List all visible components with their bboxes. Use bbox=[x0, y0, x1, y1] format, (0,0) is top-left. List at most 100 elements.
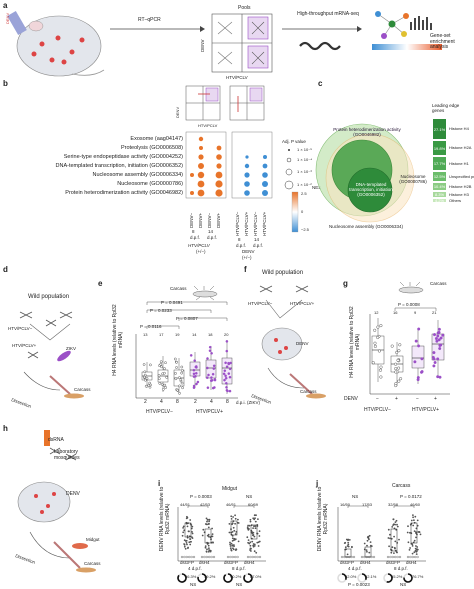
data-point bbox=[232, 526, 235, 529]
boxplot-g bbox=[369, 307, 450, 395]
data-point bbox=[192, 372, 196, 376]
data-point bbox=[183, 539, 186, 542]
data-point bbox=[252, 544, 255, 547]
data-point bbox=[160, 365, 163, 369]
data-point bbox=[208, 535, 210, 538]
mosquito-icon-e bbox=[192, 285, 218, 301]
data-point bbox=[434, 337, 438, 341]
data-point bbox=[228, 523, 231, 525]
zero-point bbox=[192, 555, 196, 559]
enrichment-colorbar bbox=[372, 44, 442, 50]
go-term: Protein heterodimerization activity (GO0… bbox=[65, 190, 183, 196]
panel-a-label: a bbox=[3, 1, 8, 10]
wild-population-label: Wild population bbox=[28, 294, 70, 300]
day-label-j: 8 d.p.f. bbox=[394, 566, 408, 571]
data-point bbox=[251, 540, 254, 543]
data-point bbox=[165, 376, 169, 379]
ratio-label-j: 46/60 bbox=[410, 502, 421, 507]
data-point bbox=[143, 370, 147, 374]
title-j: Carcass bbox=[392, 483, 411, 489]
htv-pos-label-d: HTV/PCLV+ bbox=[12, 343, 37, 348]
nes-tick: 2.5 bbox=[301, 191, 307, 196]
panel-b-label: b bbox=[3, 79, 8, 88]
data-point bbox=[163, 367, 166, 370]
group-left-sub: (+/−) bbox=[196, 249, 206, 254]
leading-edge-gene: Others bbox=[449, 197, 462, 203]
denv-label-h: DENV bbox=[66, 491, 80, 497]
data-point bbox=[417, 344, 421, 348]
dpi-label-e: d.p.i. (ZIKV) bbox=[236, 400, 261, 405]
data-point bbox=[392, 524, 394, 526]
dotplot-dot bbox=[244, 163, 250, 169]
col-label-right: HTV/PCLV− bbox=[253, 211, 258, 236]
data-point bbox=[366, 550, 368, 553]
data-point bbox=[187, 547, 189, 549]
zero-point bbox=[203, 555, 206, 559]
data-point bbox=[412, 524, 415, 527]
data-point bbox=[418, 531, 421, 533]
zero-point bbox=[389, 555, 392, 559]
data-point bbox=[205, 550, 208, 553]
significance-bracket bbox=[187, 505, 209, 508]
data-point bbox=[212, 367, 216, 370]
data-point bbox=[178, 392, 181, 395]
data-point bbox=[247, 539, 250, 541]
data-point bbox=[207, 544, 210, 547]
dotplot-dot bbox=[198, 163, 204, 169]
data-point bbox=[144, 378, 147, 382]
significance-bracket bbox=[146, 309, 212, 313]
data-point bbox=[175, 366, 178, 369]
nes-tick: −2.5 bbox=[301, 227, 309, 232]
data-point bbox=[147, 384, 151, 387]
data-point bbox=[225, 386, 228, 389]
box bbox=[230, 520, 238, 536]
data-point bbox=[344, 546, 347, 549]
data-point bbox=[174, 357, 177, 361]
gsea-label: Gene-set enrichment analysis bbox=[430, 33, 455, 50]
data-point bbox=[157, 374, 161, 377]
data-point bbox=[181, 369, 184, 372]
pvalue-label-e: P = 0.0116 bbox=[140, 324, 162, 329]
zero-point bbox=[246, 555, 250, 559]
wild-population-label-f: Wild population bbox=[262, 270, 304, 276]
data-point bbox=[179, 378, 183, 382]
n-label-g: 16 bbox=[393, 310, 398, 315]
data-point bbox=[189, 543, 192, 546]
data-point bbox=[206, 534, 209, 537]
group-right-title: DENV bbox=[242, 249, 255, 254]
data-point bbox=[436, 334, 440, 338]
zero-point bbox=[212, 555, 216, 559]
panel-b-mini-grid bbox=[185, 85, 265, 121]
ratio-label-i: 60/69 bbox=[248, 502, 259, 507]
data-point bbox=[395, 528, 398, 531]
go-term: Nucleosome assembly (GO0006334) bbox=[92, 172, 184, 178]
box bbox=[410, 522, 418, 544]
data-point bbox=[232, 516, 234, 518]
ylabel-e: H4 RNA levels (relative to Rpl32 mRNA) bbox=[112, 304, 124, 376]
data-point bbox=[195, 382, 198, 386]
dotplot-dot bbox=[262, 163, 268, 169]
dotplot-dot bbox=[197, 171, 205, 179]
data-point bbox=[392, 518, 395, 521]
panel-i-label: i bbox=[158, 479, 161, 488]
zero-point bbox=[205, 555, 208, 559]
data-point bbox=[225, 382, 228, 385]
data-point bbox=[436, 357, 440, 361]
data-point bbox=[347, 543, 350, 546]
xtick-i: dsH4 bbox=[244, 560, 255, 565]
go-term: DNA-templated transcription, initiation … bbox=[55, 163, 183, 169]
data-point bbox=[208, 518, 211, 521]
data-point bbox=[394, 367, 398, 371]
data-point bbox=[224, 361, 227, 365]
donut-pct-i: 79.2% bbox=[204, 574, 216, 579]
data-point bbox=[411, 545, 414, 547]
data-point bbox=[387, 528, 390, 531]
data-point bbox=[225, 349, 229, 353]
xtick-j: dsGFP bbox=[386, 560, 401, 565]
data-point bbox=[186, 525, 189, 528]
bar-icon bbox=[410, 16, 432, 30]
data-point bbox=[246, 526, 249, 529]
leading-edge-segment: 19.8% bbox=[432, 140, 447, 156]
data-point bbox=[232, 548, 235, 551]
data-point bbox=[142, 363, 146, 366]
